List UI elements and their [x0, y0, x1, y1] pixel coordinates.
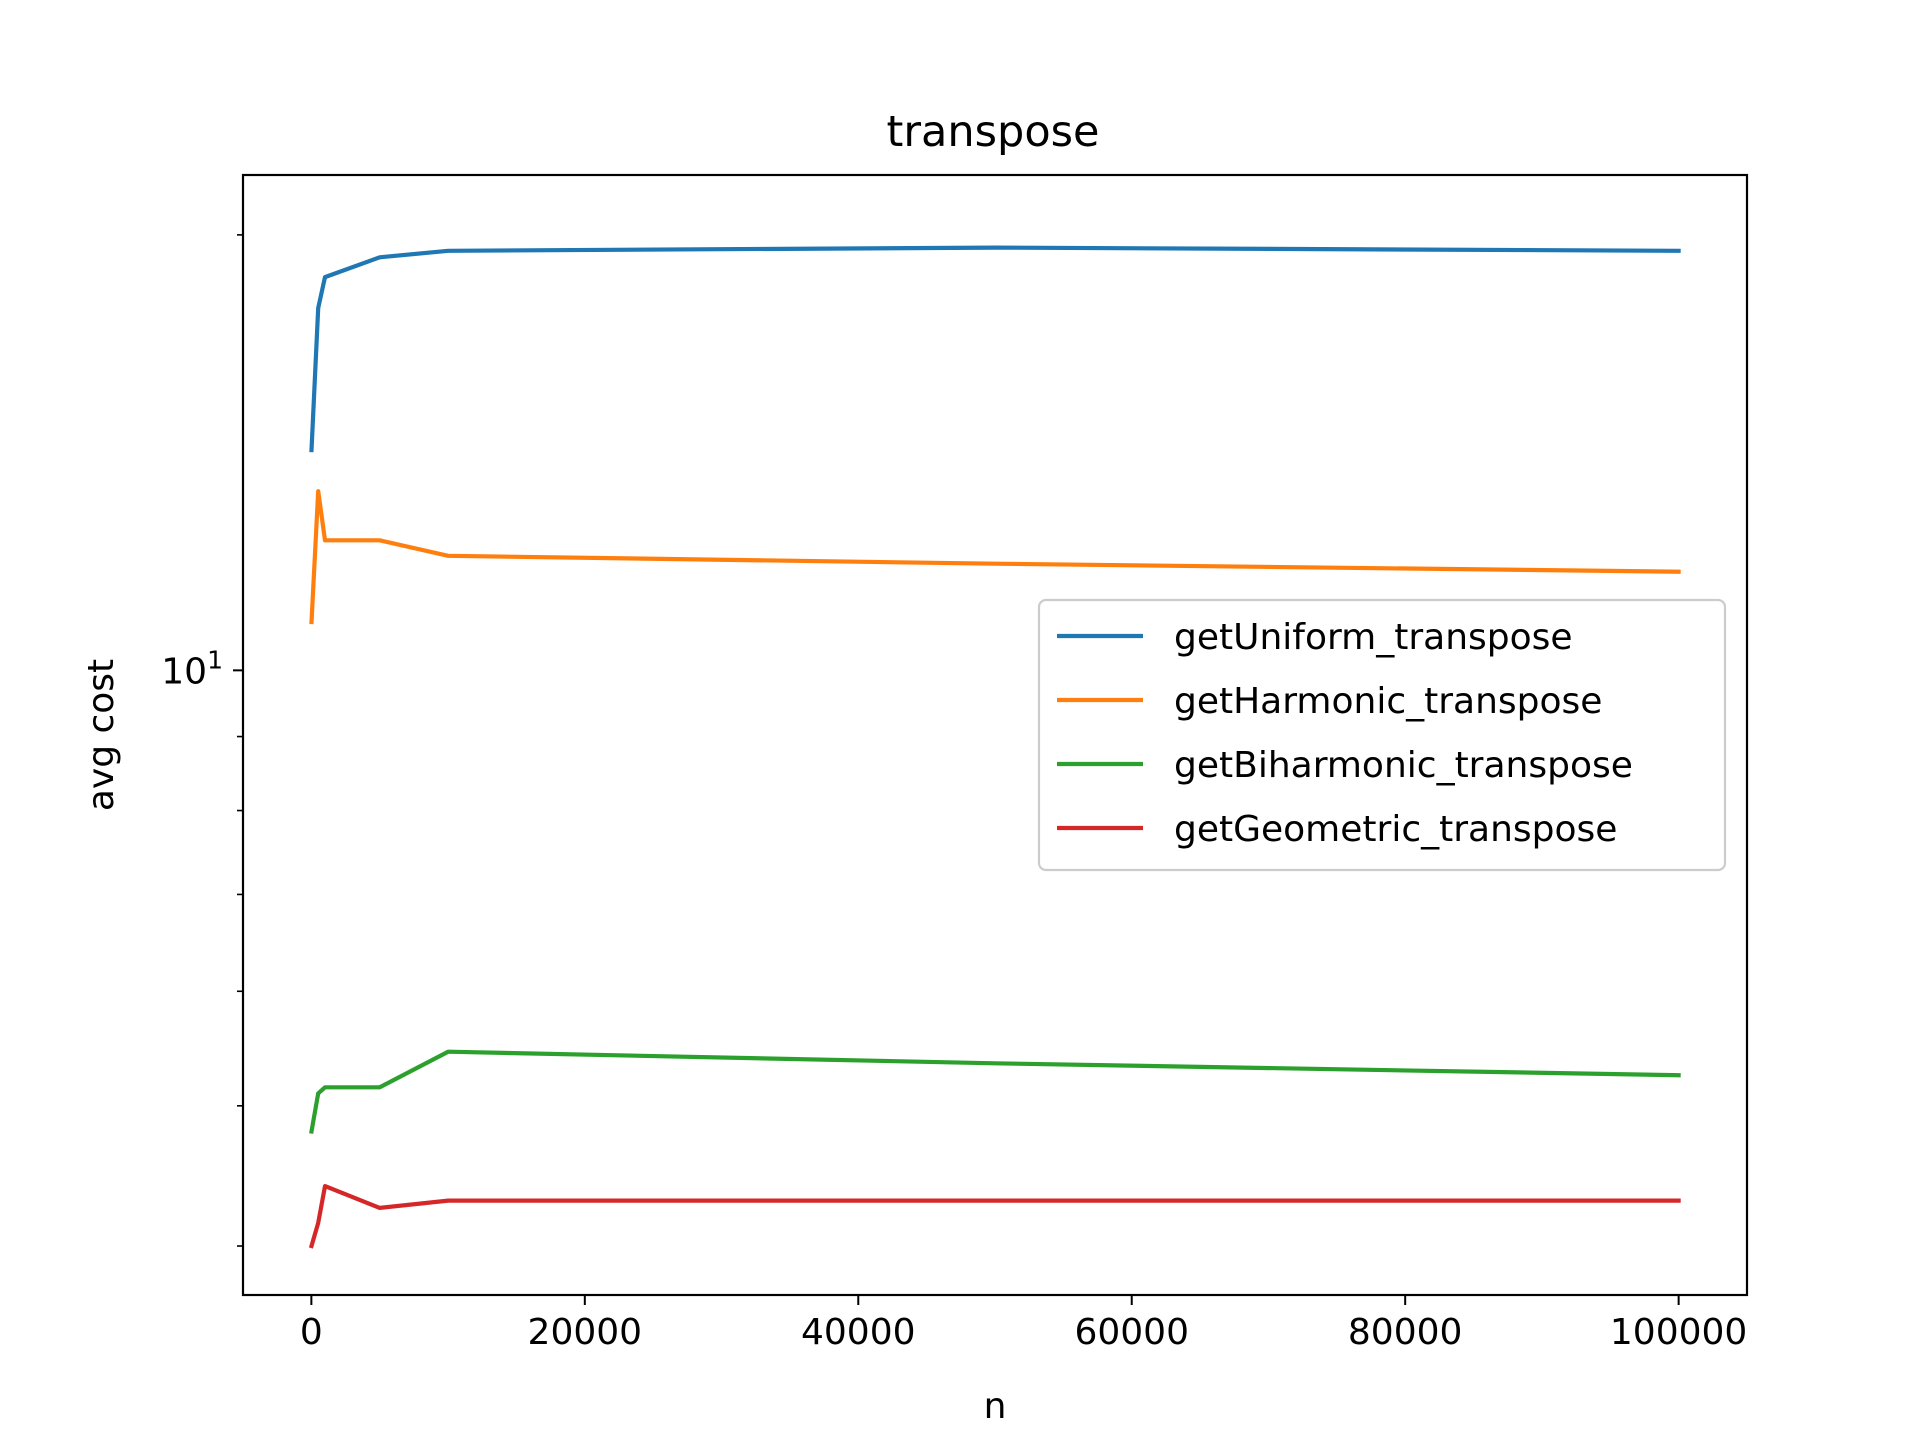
- legend-label-0: getUniform_transpose: [1174, 617, 1573, 658]
- x-tick-label: 100000: [1610, 1312, 1747, 1353]
- legend-label-1: getHarmonic_transpose: [1174, 681, 1602, 722]
- legend: getUniform_transpose getHarmonic_transpos…: [1037, 598, 1727, 872]
- y-axis-label: avg cost: [81, 659, 122, 811]
- plot-frame: [241, 173, 1749, 1297]
- y-tick-label: 101: [161, 645, 223, 692]
- series-line-0: [309, 245, 1681, 453]
- x-axis: 0 20000 40000 60000 80000 100000: [300, 1295, 1747, 1353]
- x-axis-label: n: [984, 1386, 1007, 1427]
- x-tick-label: 0: [300, 1312, 323, 1353]
- x-tick-label: 80000: [1348, 1312, 1463, 1353]
- x-tick-label: 40000: [801, 1312, 916, 1353]
- y-axis: 101: [161, 234, 243, 1247]
- series-line-3: [308, 1183, 1681, 1249]
- x-tick-label: 60000: [1074, 1312, 1189, 1353]
- legend-label-3: getGeometric_transpose: [1174, 809, 1617, 850]
- legend-frame: [1037, 598, 1727, 872]
- series-layer: [308, 245, 1681, 1249]
- series-line-1: [309, 489, 1681, 625]
- chart-title: transpose: [886, 107, 1099, 157]
- legend-label-2: getBiharmonic_transpose: [1174, 745, 1633, 786]
- x-tick-label: 20000: [528, 1312, 643, 1353]
- series-line-2: [309, 1049, 1681, 1134]
